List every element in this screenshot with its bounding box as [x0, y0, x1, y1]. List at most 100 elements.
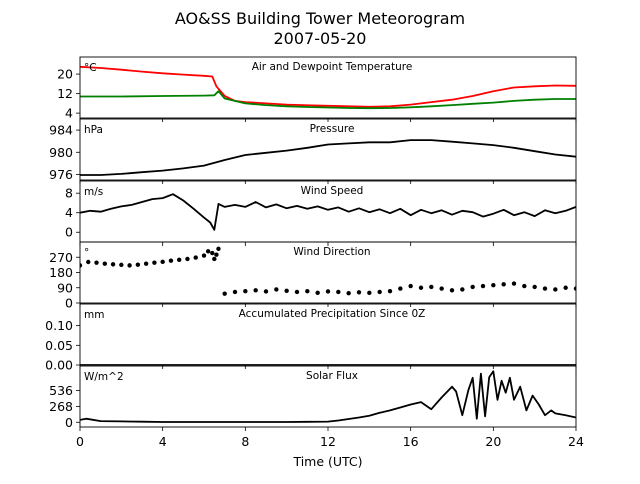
series-point	[356, 290, 362, 295]
panel-unit: mm	[84, 309, 104, 321]
y-tick-label: 90	[57, 280, 73, 295]
series-point	[168, 258, 174, 263]
series-point	[387, 288, 393, 294]
series-point	[532, 284, 537, 290]
series-point	[346, 290, 351, 296]
series-point	[253, 288, 258, 293]
series-point	[274, 287, 279, 292]
series-point	[135, 262, 141, 267]
series-point	[522, 283, 527, 289]
series-point	[511, 281, 517, 286]
series-point	[212, 256, 217, 262]
series-point	[102, 261, 108, 266]
y-tick-label: 4	[65, 205, 73, 220]
panel-3: 0 4 8 m/s Wind Speed	[65, 180, 577, 246]
series-point	[408, 283, 413, 289]
panel-unit: hPa	[84, 124, 103, 136]
series-point	[563, 285, 568, 290]
y-tick-label: 0	[65, 296, 73, 311]
figure-subtitle: 2007-05-20	[274, 29, 367, 48]
series-point	[480, 283, 486, 289]
y-tick-label: 4	[65, 106, 73, 121]
x-tick-label: 20	[485, 434, 501, 449]
series-point	[152, 260, 157, 265]
series-point	[216, 246, 221, 251]
x-tick-label: 24	[568, 434, 584, 449]
panel-unit: W/m^2	[84, 371, 124, 383]
series-point	[243, 288, 248, 294]
panel-unit: m/s	[84, 186, 103, 198]
series-point	[573, 286, 576, 291]
series-point	[501, 282, 506, 287]
series-point	[418, 285, 424, 290]
y-tick-label: 980	[49, 145, 73, 160]
panel-5: 0.00 0.05 0.10 mm Accumulated Precipitation …	[45, 303, 577, 373]
series-point	[377, 289, 382, 295]
series-point	[177, 257, 182, 262]
series-point	[127, 263, 132, 268]
x-tick-label: 12	[320, 434, 336, 449]
series-point	[119, 262, 124, 268]
series-point	[86, 259, 91, 265]
y-tick-label: 20	[57, 67, 73, 82]
series-point	[460, 287, 465, 292]
y-tick-label: 12	[57, 86, 73, 101]
panel-title: Wind Direction	[293, 246, 370, 258]
y-tick-label: 0.05	[45, 338, 73, 353]
series-point	[553, 287, 558, 292]
series-line-1	[80, 370, 576, 423]
x-tick-label: 16	[403, 434, 419, 449]
series-point	[470, 284, 475, 290]
series-point	[185, 256, 190, 262]
series-point	[294, 289, 300, 295]
series-point	[325, 289, 331, 294]
panel-title: Pressure	[310, 123, 355, 135]
y-tick-label: 0	[65, 415, 73, 430]
y-tick-label: 536	[49, 383, 73, 398]
series-point	[449, 288, 455, 293]
panel-title: Solar Flux	[306, 370, 358, 382]
y-tick-label: 0	[65, 225, 73, 240]
series-point	[210, 250, 215, 256]
series-point	[143, 261, 149, 266]
series-point	[232, 289, 238, 295]
y-tick-label: 180	[49, 265, 73, 280]
y-tick-label: 0.00	[45, 358, 73, 373]
series-point	[336, 289, 341, 295]
panel-title: Wind Speed	[301, 185, 364, 197]
panel-unit: °	[84, 247, 89, 259]
panel-title: Air and Dewpoint Temperature	[252, 61, 413, 73]
series-point	[439, 286, 444, 291]
y-tick-label: 0.10	[45, 318, 73, 333]
series-point	[491, 283, 496, 288]
series-point	[201, 253, 207, 258]
x-tick-label: 8	[241, 434, 249, 449]
series-point	[398, 286, 403, 291]
series-point	[305, 288, 310, 294]
panel-unit: °C	[84, 62, 97, 74]
series-point	[222, 291, 227, 296]
series-point	[263, 289, 269, 294]
x-tick-label: 4	[159, 434, 167, 449]
y-tick-label: 984	[49, 123, 73, 138]
x-axis-label: Time (UTC)	[292, 454, 362, 469]
y-tick-label: 270	[49, 250, 73, 265]
series-point	[367, 290, 372, 296]
y-tick-label: 268	[49, 399, 73, 414]
series-point	[315, 290, 320, 296]
series-point	[160, 259, 165, 265]
series-line-1	[80, 65, 576, 108]
series-point	[94, 260, 99, 265]
series-point	[80, 263, 83, 268]
y-tick-label: 8	[65, 186, 73, 201]
y-tick-label: 976	[49, 167, 73, 182]
series-point	[429, 284, 434, 290]
series-point	[542, 286, 548, 291]
series-point	[110, 262, 116, 267]
panel-2: 976 980 984 hPa Pressure	[49, 118, 577, 184]
figure-title: AO&SS Building Tower Meteorogram	[175, 9, 465, 28]
